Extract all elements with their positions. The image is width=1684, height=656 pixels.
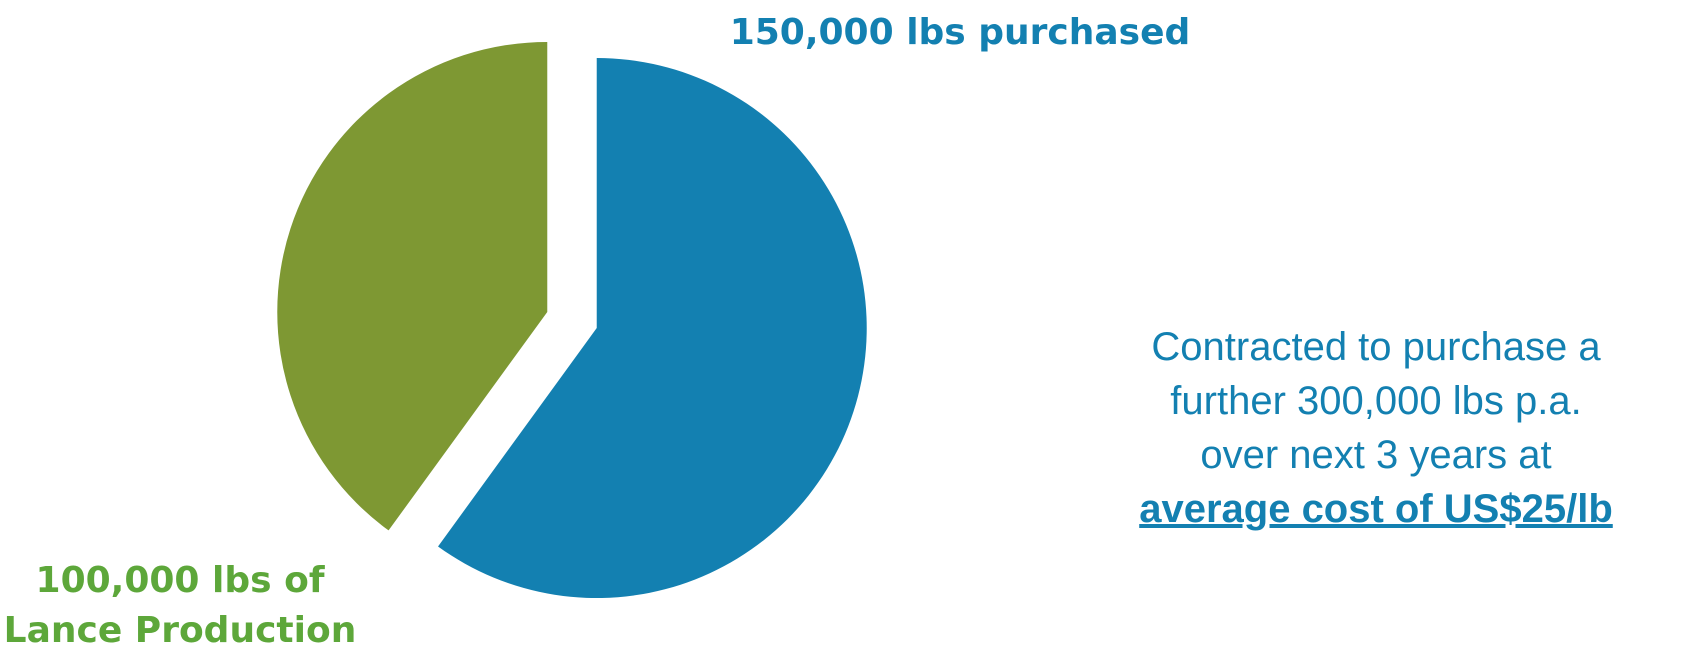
slice-label-lance-line1: 100,000 lbs of [35,560,325,601]
pie-slice-lance-production [277,41,548,531]
annotation-highlight: average cost of US$25/lb [1139,487,1613,531]
contract-annotation: Contracted to purchase a further 300,000… [1076,320,1676,536]
annotation-line1: Contracted to purchase a [1151,325,1601,369]
slice-label-lance-line2: Lance Production [3,610,357,651]
pie-slice-purchased [438,58,867,599]
annotation-line3: over next 3 years at [1200,433,1552,477]
annotation-line2: further 300,000 lbs p.a. [1170,379,1582,423]
slice-label-purchased: 150,000 lbs purchased [729,12,1191,53]
slice-label-lance-production: 100,000 lbs of Lance Production [0,556,360,656]
